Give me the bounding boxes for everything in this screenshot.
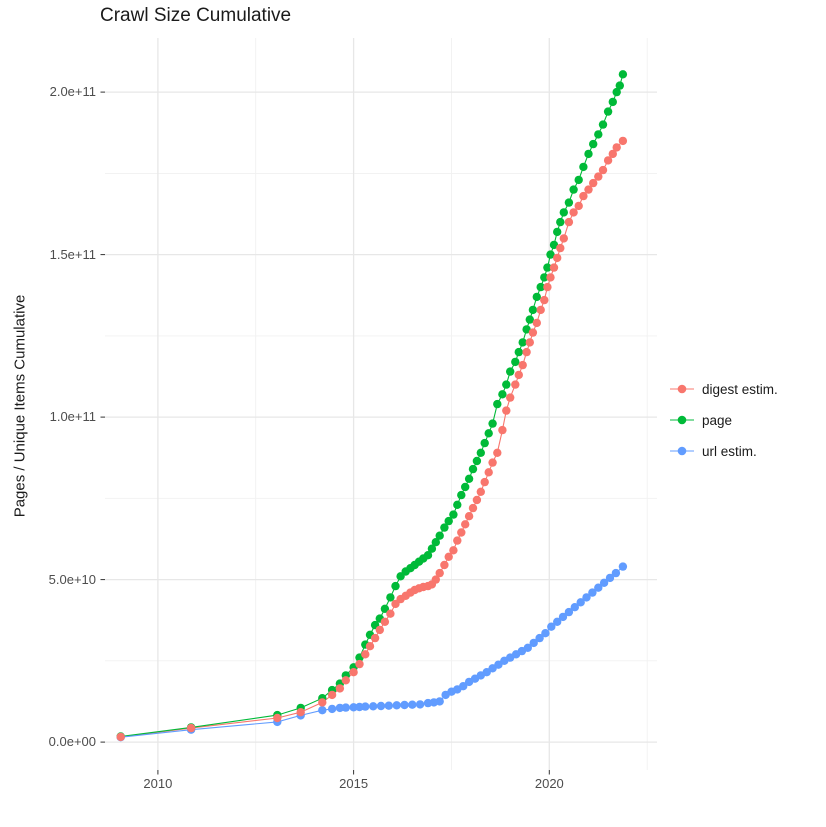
legend: digest estim. page url estim. [669,378,778,471]
legend-label: digest estim. [702,381,778,397]
legend-item-url-estim-: url estim. [669,440,778,462]
series-points-page [116,70,628,741]
x-tick-label: 2020 [534,776,564,791]
y-axis-title: Pages / Unique Items Cumulative [11,294,29,518]
legend-label: url estim. [702,443,757,459]
x-tick-label: 2010 [143,776,173,791]
series-points-url-estim- [116,562,628,742]
chart-title: Crawl Size Cumulative [100,5,292,26]
y-tick-label: 1.0e+11 [49,409,96,425]
series-line-url-estim- [120,566,624,738]
y-tick-label: 0.0e+00 [48,734,96,750]
plot-area [100,38,657,775]
series-points-digest-estim- [116,136,628,742]
legend-label: page [702,412,733,428]
legend-key-icon [670,384,694,394]
y-tick-label: 5.0e+10 [48,571,96,587]
y-tick-label: 2.0e+11 [49,84,96,100]
legend-item-page: page [669,409,778,431]
legend-key-icon [670,446,694,456]
legend-item-digest-estim-: digest estim. [669,378,778,400]
y-tick-label: 1.5e+11 [49,246,96,262]
legend-key-icon [670,415,694,425]
x-tick-label: 2015 [339,776,369,791]
